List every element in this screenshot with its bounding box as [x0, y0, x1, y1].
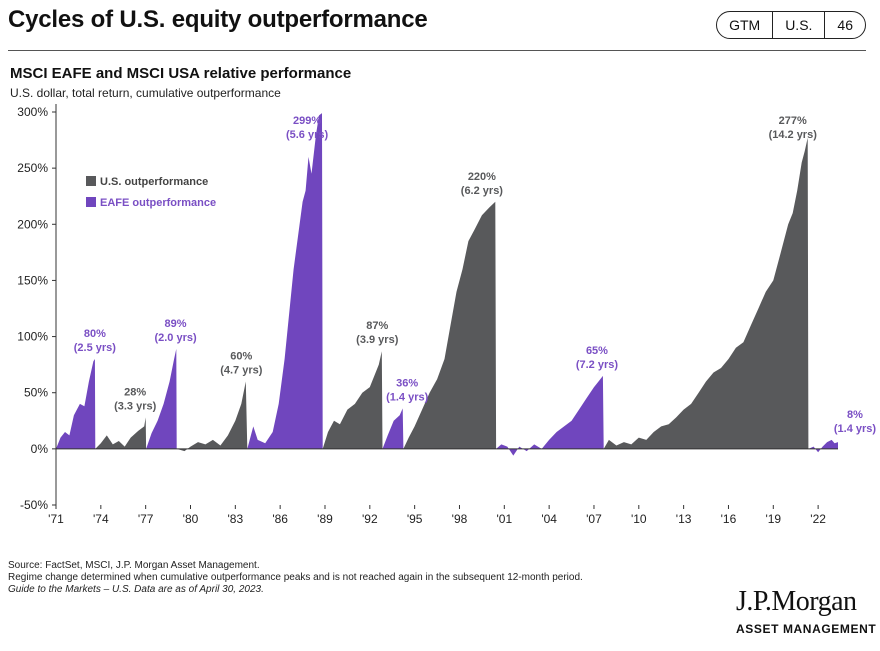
annotation-period: (3.3 yrs) [114, 400, 157, 412]
series-area-us-1 [95, 417, 147, 449]
series-area-eafe-0 [56, 359, 96, 449]
annotation-value: 87% [366, 320, 388, 332]
series-area-us-7 [403, 201, 497, 449]
y-tick-label: 50% [24, 386, 48, 400]
annotation-period: (7.2 yrs) [576, 359, 619, 371]
annotation-period: (1.4 yrs) [386, 391, 429, 403]
x-tick-label: '95 [407, 512, 423, 526]
chart-title: MSCI EAFE and MSCI USA relative performa… [10, 65, 352, 82]
asset-management-logo: ASSET MANAGEMENT [736, 622, 877, 636]
y-tick-label: 250% [17, 161, 48, 175]
x-tick-label: '22 [810, 512, 826, 526]
annotation-value: 277% [779, 115, 807, 127]
series-area-eafe-2 [146, 348, 177, 449]
badge-page-number: 46 [824, 12, 865, 38]
annotation-value: 28% [124, 386, 146, 398]
page-badge: GTM U.S. 46 [716, 11, 866, 39]
annotation-period: (14.2 yrs) [769, 129, 818, 141]
series-area-eafe-6 [382, 408, 404, 449]
x-tick-label: '89 [317, 512, 333, 526]
legend-label-us: U.S. outperformance [100, 176, 208, 188]
y-tick-label: -50% [20, 498, 48, 512]
annotation-period: (6.2 yrs) [461, 185, 504, 197]
x-tick-label: '71 [48, 512, 64, 526]
y-tick-label: 0% [31, 442, 49, 456]
badge-region: U.S. [772, 12, 824, 38]
annotation-value: 36% [396, 377, 418, 389]
x-tick-label: '92 [362, 512, 378, 526]
relative-performance-chart: -50% 0% 50% 100% 150% 200% 250% 300% '71 '74 '77 '8… [17, 104, 877, 526]
x-tick-label: '80 [183, 512, 199, 526]
y-tick-label: 300% [17, 105, 48, 119]
legend-swatch-eafe [86, 197, 96, 207]
annotation-period: (2.0 yrs) [154, 332, 197, 344]
x-tick-label: '86 [272, 512, 288, 526]
annotation-period: (5.6 yrs) [286, 129, 329, 141]
header-divider [8, 50, 866, 51]
badge-gtm: GTM [729, 17, 761, 33]
x-tick-label: '07 [586, 512, 602, 526]
annotation-value: 65% [586, 345, 608, 357]
annotation-period: (4.7 yrs) [220, 364, 263, 376]
y-tick-label: 200% [17, 217, 48, 231]
x-tick-label: '04 [541, 512, 557, 526]
x-tick-label: '10 [631, 512, 647, 526]
series-area-eafe-10 [808, 439, 838, 453]
x-tick-label: '83 [228, 512, 244, 526]
x-tick-label: '16 [721, 512, 737, 526]
x-tick-label: '98 [452, 512, 468, 526]
series-area-us-5 [322, 351, 383, 449]
annotation-period: (3.9 yrs) [356, 334, 399, 346]
annotation-value: 60% [230, 350, 252, 362]
annotation-value: 80% [84, 328, 106, 340]
annotation-period: (1.4 yrs) [834, 423, 877, 435]
series-area-eafe-8 [496, 375, 604, 456]
annotation-value: 8% [847, 409, 863, 421]
footnote-date: Guide to the Markets – U.S. Data are as … [8, 584, 264, 595]
legend-label-eafe: EAFE outperformance [100, 197, 216, 209]
series-area-us-3 [176, 381, 248, 452]
legend-swatch-us [86, 176, 96, 186]
y-tick-label: 150% [17, 273, 48, 287]
chart-subtitle: U.S. dollar, total return, cumulative ou… [10, 86, 281, 100]
footnote-source: Source: FactSet, MSCI, J.P. Morgan Asset… [8, 560, 260, 571]
x-tick-label: '77 [138, 512, 154, 526]
x-tick-label: '74 [93, 512, 109, 526]
footnote-methodology: Regime change determined when cumulative… [8, 572, 583, 583]
annotation-value: 299% [293, 115, 321, 127]
annotation-period: (2.5 yrs) [74, 342, 117, 354]
series-area-us-9 [603, 137, 809, 449]
y-tick-label: 100% [17, 330, 48, 344]
annotation-value: 89% [165, 318, 187, 330]
series-area-eafe-4 [247, 113, 323, 449]
x-tick-label: '19 [765, 512, 781, 526]
annotation-value: 220% [468, 171, 496, 183]
x-tick-label: '01 [496, 512, 512, 526]
x-tick-label: '13 [676, 512, 692, 526]
page-title: Cycles of U.S. equity outperformance [8, 6, 428, 33]
jpmorgan-logo: J.P.Morgan [736, 586, 857, 617]
